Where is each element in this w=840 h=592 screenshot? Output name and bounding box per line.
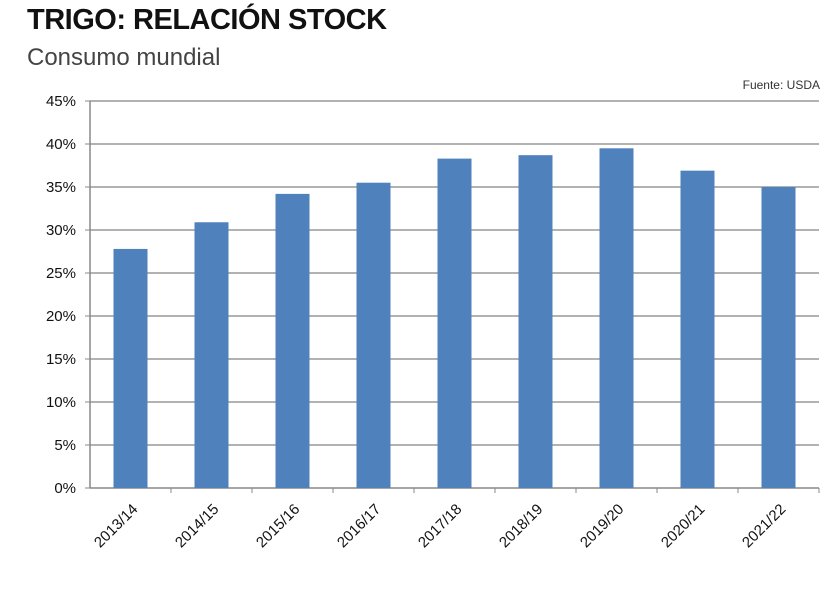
y-tick-label: 0%: [54, 480, 76, 497]
y-tick-label: 10%: [46, 394, 76, 411]
y-tick-label: 35%: [46, 179, 76, 196]
chart-title: TRIGO: RELACIÓN STOCK: [27, 4, 387, 36]
x-tick-label: 2014/15: [172, 501, 222, 551]
bar-2017/18: [437, 158, 472, 488]
x-tick-label: 2019/20: [577, 501, 627, 551]
bar-2019/20: [599, 148, 634, 489]
x-tick-label: 2021/22: [739, 501, 789, 551]
y-tick-label: 15%: [46, 351, 76, 368]
bar-2018/19: [518, 155, 553, 488]
source-note: Fuente: USDA: [742, 78, 820, 92]
bar-2020/21: [680, 170, 715, 488]
y-tick-label: 30%: [46, 222, 76, 239]
x-tick-label: 2017/18: [415, 501, 465, 551]
x-tick-label: 2013/14: [91, 501, 141, 551]
x-tick-label: 2015/16: [253, 501, 303, 551]
bar-2016/17: [356, 182, 391, 488]
bar-2021/22: [761, 187, 796, 488]
y-tick-label: 45%: [46, 93, 76, 110]
bar-2013/14: [113, 248, 148, 488]
y-tick-label: 40%: [46, 136, 76, 153]
bar-2015/16: [275, 193, 310, 488]
chart-subtitle: Consumo mundial: [27, 44, 221, 71]
y-tick-label: 20%: [46, 308, 76, 325]
x-tick-label: 2016/17: [334, 501, 384, 551]
y-tick-label: 25%: [46, 265, 76, 282]
y-tick-label: 5%: [54, 437, 76, 454]
bar-2014/15: [194, 222, 229, 488]
x-tick-label: 2018/19: [496, 501, 546, 551]
x-tick-label: 2020/21: [658, 501, 708, 551]
